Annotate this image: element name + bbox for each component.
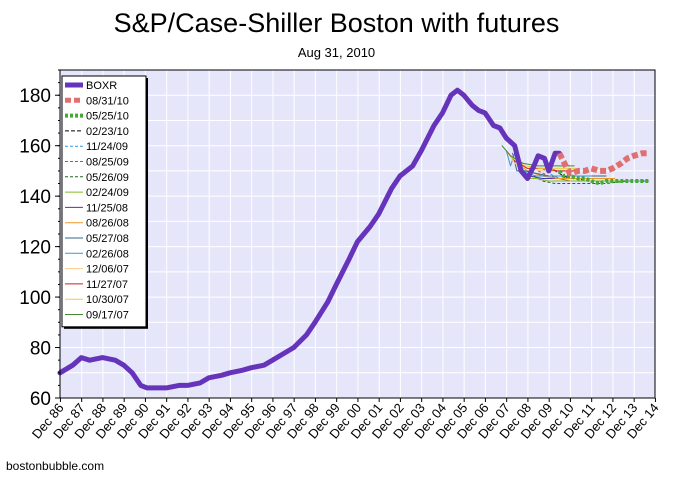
legend-label: 10/30/07 [86,294,129,306]
y-tick-label: 80 [30,339,51,360]
series-line-08-31-10 [556,150,649,177]
y-tick-label: 160 [19,137,51,158]
legend-label: 02/26/08 [86,248,129,260]
legend-label: 09/17/07 [86,310,129,322]
chart-title: S&P/Case-Shiller Boston with futures [113,8,560,38]
series-line-05-26-09 [533,175,628,184]
legend-label: 11/27/07 [86,279,128,291]
y-tick-label: 140 [19,187,51,208]
legend-box [61,75,147,328]
legend-label: 11/25/08 [86,202,128,214]
legend-label: 05/25/10 [86,111,129,123]
source-credit: bostonbubble.com [6,459,105,473]
chart-subtitle: Aug 31, 2010 [297,45,376,60]
series-line-05-25-10 [557,169,649,186]
legend-label: 12/06/07 [86,264,129,276]
y-tick-label: 60 [30,389,51,410]
y-tick-label: 180 [19,86,51,107]
legend-label: 08/25/09 [86,157,129,169]
legend-label: 08/31/10 [86,95,129,107]
series-line-boxr [57,87,562,391]
legend-label: 02/23/10 [86,126,129,138]
legend-label: 02/24/09 [86,187,129,199]
legend-label: 11/24/09 [86,141,128,153]
legend-label: BOXR [86,80,117,92]
series-line-09-17-07 [501,145,575,167]
legend-label: 05/27/08 [86,233,129,245]
legend-label: 08/26/08 [86,218,129,230]
legend-label: 05/26/09 [86,172,129,184]
y-tick-label: 100 [19,288,51,309]
y-tick-label: 120 [19,238,51,259]
